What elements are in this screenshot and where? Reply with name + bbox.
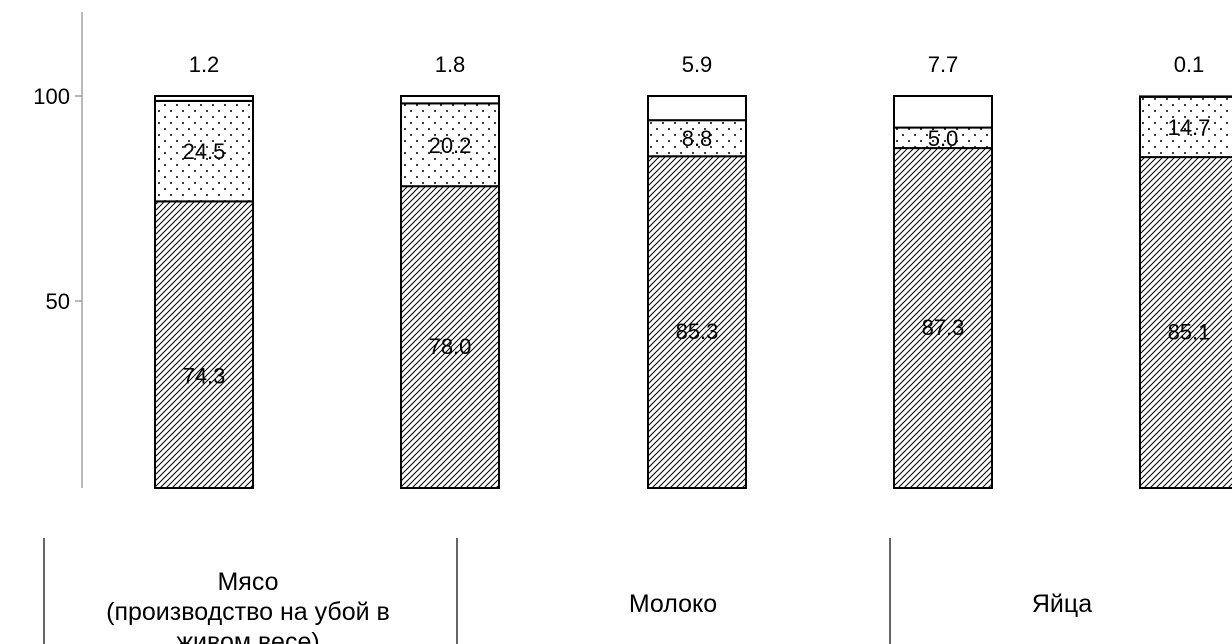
data-label: 5.9 [682, 52, 713, 77]
data-label: 85.3 [676, 319, 719, 344]
y-axis: 50 100 [33, 12, 83, 488]
data-label: 5.0 [928, 126, 959, 151]
category-axis: Мясо(производство на убой в живом весе) Мо… [43, 538, 1092, 644]
data-label: 7.7 [928, 52, 959, 77]
category-label: (производство на убой в [106, 598, 390, 626]
category-label: живом весе) [176, 628, 319, 644]
bar-segment-plain [647, 95, 747, 122]
bar-segment-hatched [1139, 156, 1232, 489]
bar-segment-hatched [647, 155, 747, 490]
data-label: 85.1 [1168, 320, 1211, 345]
bar-segment-plain [400, 95, 500, 105]
data-label: 24.5 [183, 139, 226, 164]
data-labels: 74.3 24.5 1.2 78.0 20.2 1.8 85.3 8.8 5.9 87.3 5.0 7… [183, 52, 1211, 389]
category-label: Мясо [217, 568, 278, 596]
bar-segment-plain [154, 95, 254, 102]
category-label: Яйца [1032, 590, 1092, 618]
data-label: 78.0 [429, 334, 472, 359]
bars [154, 95, 1232, 490]
data-label: 1.2 [189, 52, 220, 77]
bar-segment-dotted [400, 102, 500, 188]
bar-segment-dotted [1139, 95, 1232, 159]
data-label: 87.3 [922, 315, 965, 340]
data-label: 8.8 [682, 126, 713, 151]
data-label: 20.2 [429, 133, 472, 158]
bar-segment-plain [893, 95, 993, 129]
data-label: 14.7 [1168, 115, 1211, 140]
y-tick-label: 50 [46, 289, 70, 314]
data-label: 0.1 [1174, 52, 1205, 77]
y-tick-label: 100 [33, 84, 70, 109]
data-label: 74.3 [183, 364, 226, 389]
data-label: 1.8 [435, 52, 466, 77]
bar-segment-hatched [893, 147, 993, 489]
bar-segment-hatched [154, 200, 254, 489]
bar-segment-dotted [154, 99, 254, 203]
category-label: Молоко [629, 590, 717, 618]
